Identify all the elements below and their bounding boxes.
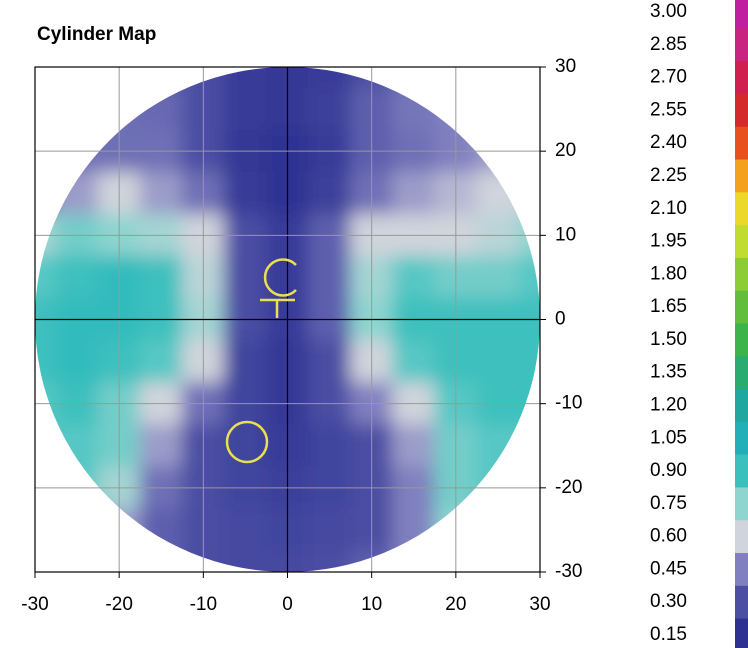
- heat-cell: [55, 255, 99, 299]
- marker-circle: [225, 420, 269, 464]
- heat-cell: [476, 87, 520, 131]
- annotations: [225, 258, 297, 464]
- heat-cell: [392, 255, 436, 299]
- heat-cell: [308, 255, 352, 299]
- colorbar-swatch: [735, 487, 748, 521]
- heat-cell: [223, 255, 267, 299]
- x-tick-label: -20: [105, 594, 132, 615]
- heat-cell: [476, 508, 520, 552]
- x-tick-label: 0: [282, 594, 293, 615]
- heat-cell: [392, 508, 436, 552]
- heat-cell: [308, 171, 352, 215]
- colorbar-label: 1.80: [650, 263, 687, 284]
- colorbar-swatch: [735, 618, 748, 648]
- heat-cell: [223, 508, 267, 552]
- colorbar-label: 2.55: [650, 99, 687, 120]
- colorbar-label: 0.60: [650, 526, 687, 547]
- colorbar-label: 2.10: [650, 198, 687, 219]
- heat-cell: [308, 424, 352, 468]
- x-tick-label: 30: [529, 594, 550, 615]
- colorbar-label: 2.25: [650, 165, 687, 186]
- heat-cell: [55, 340, 99, 384]
- colorbar-label: 2.85: [650, 34, 687, 55]
- heat-cell: [392, 87, 436, 131]
- colorbar-swatch: [735, 126, 748, 161]
- heat-cell: [392, 424, 436, 468]
- colorbar-swatch: [735, 93, 748, 128]
- colorbar-label: 0.30: [650, 591, 687, 612]
- heat-cell: [476, 171, 520, 215]
- colorbar-label: 1.20: [650, 394, 687, 415]
- colorbar-swatch: [735, 192, 748, 226]
- heat-cell: [55, 171, 99, 215]
- heat-cell: [223, 87, 267, 131]
- colorbar-swatch: [735, 159, 748, 193]
- colorbar-swatch: [735, 553, 748, 587]
- heat-cell: [139, 255, 183, 299]
- colorbar-label: 0.90: [650, 460, 687, 481]
- colorbar: 3.00 2.85 2.70 2.55 2.40 2.25 2.10 1.95 1.80 1.65…: [650, 0, 748, 648]
- colorbar-swatch: [735, 323, 748, 357]
- heat-cell: [392, 340, 436, 384]
- x-tick-label: 20: [445, 594, 466, 615]
- colorbar-label: 1.05: [650, 427, 687, 448]
- colorbar-swatch: [735, 290, 748, 324]
- colorbar-swatch: [735, 454, 748, 488]
- colorbar-label: 0.45: [650, 558, 687, 579]
- colorbar-label: 0.75: [650, 493, 687, 514]
- heat-cell: [223, 171, 267, 215]
- axes: -30 -20 -10 0 10 20 30 30 20 10 0 -10 -20 -30: [21, 56, 582, 615]
- colorbar-label: 1.35: [650, 362, 687, 383]
- heat-cell: [308, 87, 352, 131]
- x-tick-label: -10: [190, 594, 217, 615]
- heat-cell: [139, 171, 183, 215]
- y-tick-label: -10: [555, 393, 582, 414]
- x-tick-label: -30: [21, 594, 48, 615]
- colorbar-label: 0.15: [650, 624, 687, 645]
- y-tick-label: 20: [555, 140, 576, 161]
- marker-c: [263, 258, 297, 297]
- y-tick-label: 30: [555, 56, 576, 77]
- heat-cell: [308, 508, 352, 552]
- heat-cell: [55, 508, 99, 552]
- heat-cell: [476, 424, 520, 468]
- heat-cell: [139, 87, 183, 131]
- colorbar-swatch: [735, 257, 748, 292]
- colorbar-swatch: [735, 356, 748, 390]
- colorbar-label: 1.50: [650, 329, 687, 350]
- colorbar-swatch: [735, 520, 748, 554]
- plot-frame: [34, 66, 541, 573]
- heat-cell: [223, 340, 267, 384]
- colorbar-label: 2.70: [650, 67, 687, 88]
- colorbar-swatch: [735, 0, 748, 29]
- heat-cell: [139, 508, 183, 552]
- y-tick-label: -30: [555, 561, 582, 582]
- heat-cell: [55, 87, 99, 131]
- heat-cell: [476, 340, 520, 384]
- heat-cell: [139, 340, 183, 384]
- heat-cell: [55, 424, 99, 468]
- colorbar-swatch: [735, 225, 748, 259]
- x-tick-label: 10: [361, 594, 382, 615]
- colorbar-swatch: [735, 61, 748, 95]
- colorbar-swatch: [735, 421, 748, 456]
- colorbar-swatch: [735, 585, 748, 620]
- colorbar-label: 1.95: [650, 231, 687, 252]
- heat-cell: [308, 340, 352, 384]
- y-tick-label: -20: [555, 477, 582, 498]
- heat-cell: [139, 424, 183, 468]
- colorbar-swatch: [735, 28, 748, 62]
- colorbar-label: 3.00: [650, 1, 687, 22]
- chart-title: Cylinder Map: [37, 24, 156, 45]
- heat-cell: [392, 171, 436, 215]
- heat-cell: [476, 255, 520, 299]
- colorbar-label: 1.65: [650, 296, 687, 317]
- colorbar-swatch: [735, 389, 748, 423]
- colorbar-label: 2.40: [650, 132, 687, 153]
- y-tick-label: 0: [555, 309, 566, 330]
- y-tick-label: 10: [555, 224, 576, 245]
